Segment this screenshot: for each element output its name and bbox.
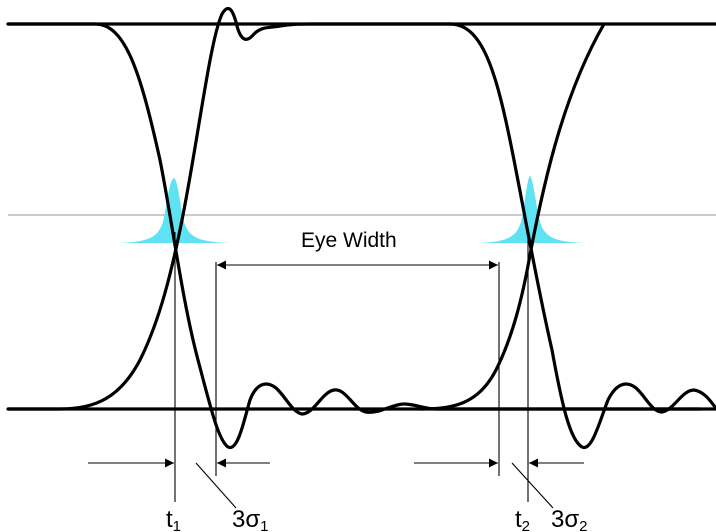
sigma2-label: 3σ2	[551, 506, 588, 532]
sigma1-leader	[195, 462, 237, 509]
t1-label: t1	[166, 506, 181, 532]
t2-label: t2	[515, 506, 530, 532]
jitter-distribution-2	[478, 176, 585, 243]
rising-edge-1	[6, 6, 452, 411]
rising-edge-2	[418, 22, 606, 411]
sigma2-leader	[511, 462, 554, 509]
jitter-distribution-1	[118, 178, 230, 243]
falling-edge-1	[6, 22, 702, 449]
falling-edge-2	[448, 22, 716, 449]
eye-width-label: Eye Width	[301, 229, 397, 252]
sigma1-label: 3σ1	[232, 506, 269, 532]
